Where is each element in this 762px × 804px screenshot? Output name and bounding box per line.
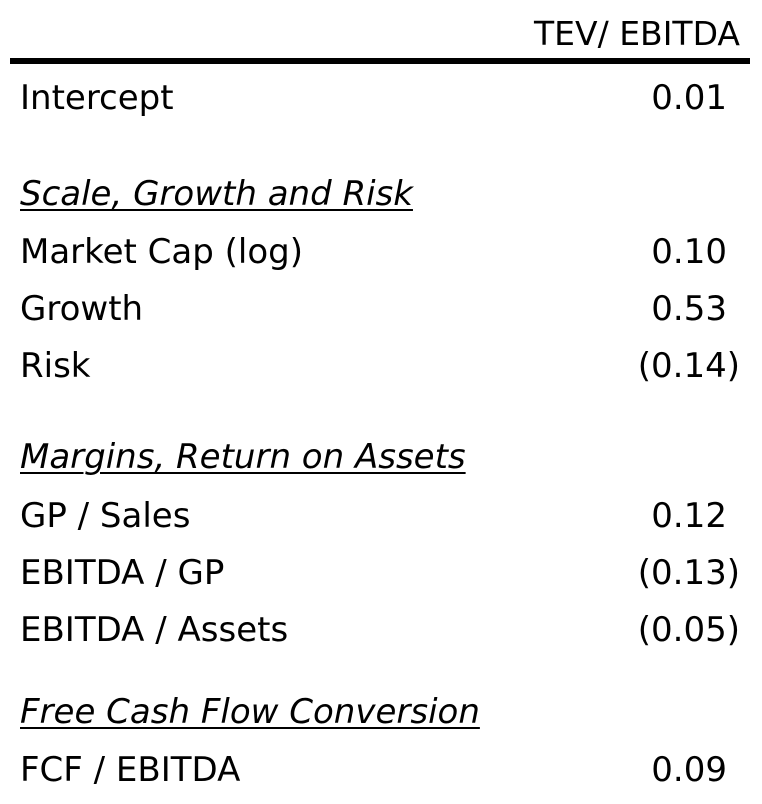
row-label: GP / Sales [20,496,191,536]
table-row: Market Cap (log) 0.10 [0,224,762,280]
row-value: 0.12 [651,496,727,536]
table-row: EBITDA / GP (0.13) [0,545,762,601]
row-label: EBITDA / Assets [20,610,289,650]
table-row-intercept: Intercept 0.01 [0,70,762,126]
table-row: FCF / EBITDA 0.09 [0,742,762,798]
table-row: Growth 0.53 [0,281,762,337]
row-label: Growth [20,289,144,329]
section-title-scale-growth-risk: Scale, Growth and Risk [20,174,413,214]
table-row: EBITDA / Assets (0.05) [0,602,762,658]
row-value: 0.01 [651,78,727,118]
table-row: GP / Sales 0.12 [0,488,762,544]
row-value: 0.09 [651,750,727,790]
row-value: (0.13) [637,553,740,593]
table-header: TEV/ EBITDA [0,0,762,58]
row-label: Risk [20,346,91,386]
column-header: TEV/ EBITDA [534,14,740,53]
row-value: (0.14) [637,346,740,386]
row-label: Market Cap (log) [20,232,304,272]
section-title-fcf-conversion: Free Cash Flow Conversion [20,692,480,732]
row-value: 0.10 [651,232,727,272]
row-label: FCF / EBITDA [20,750,241,790]
table-row: Risk (0.14) [0,338,762,394]
row-value: (0.05) [637,610,740,650]
row-label: EBITDA / GP [20,553,225,593]
section-title-margins-return: Margins, Return on Assets [20,437,466,477]
row-value: 0.53 [651,289,727,329]
row-label: Intercept [20,78,174,118]
header-rule [10,58,750,64]
